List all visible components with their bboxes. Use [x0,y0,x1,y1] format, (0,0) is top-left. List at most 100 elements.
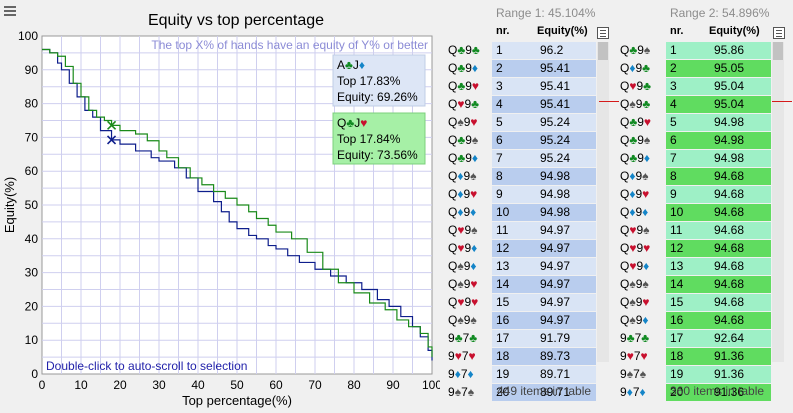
equity-cell: 94.97 [534,276,596,293]
table-row[interactable]: Q♣9♠ 6 94.98 [620,132,771,150]
table-row[interactable]: Q♣9♥ 5 94.98 [620,114,771,132]
table-row[interactable]: Q♠9♥ 5 95.24 [448,114,596,132]
table-row[interactable]: Q♥9♦ 13 94.68 [620,258,771,276]
equity-cell: 94.98 [708,132,771,149]
range2-title: Range 2: 54.896% [670,6,770,20]
table-row[interactable]: 9♥7♥ 18 89.73 [448,348,596,366]
tooltip-equity: Equity: 73.56% [337,148,418,162]
y-axis-label: Equity(%) [2,177,17,233]
column-chooser-icon[interactable] [597,27,609,39]
column-chooser-icon[interactable] [773,27,785,39]
y-tick-label: 40 [25,232,39,246]
table-row[interactable]: Q♠9♥ 14 94.97 [448,276,596,294]
x-tick-label: 40 [191,378,205,392]
table-row[interactable]: Q♠9♥ 15 94.68 [620,294,771,312]
table-row[interactable]: Q♦9♦ 10 94.98 [448,204,596,222]
nr-cell: 3 [666,78,708,95]
table-row[interactable]: 9♠7♠ 20 89.71 [448,384,596,402]
table-row[interactable]: Q♣9♥ 3 95.41 [448,78,596,96]
table-row[interactable]: 9♥7♥ 18 91.36 [620,348,771,366]
menu-icon[interactable] [4,6,16,16]
hand-cell: Q♠9♠ [448,313,477,327]
table-row[interactable]: Q♦9♦ 10 94.68 [620,204,771,222]
selection-markers [106,120,117,145]
table-row[interactable]: Q♠9♦ 13 94.97 [448,258,596,276]
scroll-thumb[interactable] [773,42,783,60]
hand-cell: Q♠9♥ [448,277,478,291]
hand-cell: 9♦7♦ [620,385,646,399]
table-row[interactable]: 9♣7♣ 17 91.79 [448,330,596,348]
equity-cell: 95.24 [534,114,596,131]
hand-cell: Q♦9♥ [448,187,478,201]
range1-scrollbar[interactable] [597,42,609,362]
x-tick-label: 60 [269,378,283,392]
equity-cell: 95.41 [534,78,596,95]
selection-x-mark [107,120,117,130]
nr-cell: 20 [666,384,708,401]
table-row[interactable]: Q♦9♠ 8 94.98 [448,168,596,186]
hand-cell: Q♣9♦ [620,151,651,165]
series-line-2 [42,48,433,358]
table-row[interactable]: Q♥9♥ 12 94.68 [620,240,771,258]
equity-chart[interactable]: Equity vs top percentage The top X% of h… [0,0,440,413]
nr-cell: 18 [666,348,708,365]
table-row[interactable]: Q♥9♠ 11 94.68 [620,222,771,240]
scroll-thumb[interactable] [598,42,608,60]
equity-cell: 94.98 [534,186,596,203]
y-tick-label: 60 [25,164,39,178]
range1-selection-marker [599,101,619,102]
hand-cell: 9♣7♣ [448,331,478,345]
table-row[interactable]: Q♥9♦ 12 94.97 [448,240,596,258]
equity-cell: 96.2 [534,42,596,59]
table-row[interactable]: Q♣9♦ 7 94.98 [620,150,771,168]
table-row[interactable]: Q♥9♥ 15 94.97 [448,294,596,312]
nr-cell: 19 [666,366,708,383]
range1-col-nr[interactable]: nr. [496,25,510,37]
table-row[interactable]: Q♣9♣ 1 96.2 [448,42,596,60]
nr-cell: 11 [492,222,534,239]
table-row[interactable]: Q♦9♣ 2 95.05 [620,60,771,78]
range1-col-equity[interactable]: Equity(%) [537,25,588,37]
table-row[interactable]: Q♥9♣ 4 95.41 [448,96,596,114]
table-row[interactable]: 9♣7♣ 17 92.64 [620,330,771,348]
range2-col-equity[interactable]: Equity(%) [709,25,760,37]
chart-subtitle: The top X% of hands have an equity of Y%… [151,38,428,52]
range2-col-nr[interactable]: nr. [670,25,684,37]
tooltip-top: Top 17.84% [337,132,401,146]
hand-cell: Q♥9♣ [448,97,480,111]
equity-cell: 94.68 [708,204,771,221]
table-row[interactable]: Q♣9♦ 2 95.41 [448,60,596,78]
hand-cell: Q♥9♦ [448,241,478,255]
table-row[interactable]: Q♣9♦ 7 95.24 [448,150,596,168]
table-row[interactable]: Q♥9♠ 11 94.97 [448,222,596,240]
table-row[interactable]: Q♠9♣ 4 95.04 [620,96,771,114]
hand-cell: Q♣9♥ [620,115,652,129]
equity-cell: 95.04 [708,78,771,95]
table-row[interactable]: Q♦9♠ 8 94.68 [620,168,771,186]
y-tick-label: 30 [25,266,39,280]
table-row[interactable]: 9♦7♦ 19 89.71 [448,366,596,384]
table-row[interactable]: Q♠9♠ 16 94.97 [448,312,596,330]
equity-cell: 95.24 [534,132,596,149]
equity-cell: 94.97 [534,240,596,257]
hand-cell: Q♥9♠ [448,223,478,237]
hand-cell: Q♣9♥ [448,79,480,93]
y-tick-label: 10 [25,333,39,347]
table-row[interactable]: Q♦9♥ 9 94.68 [620,186,771,204]
nr-cell: 18 [492,348,534,365]
table-row[interactable]: 9♦7♦ 20 91.36 [620,384,771,402]
equity-cell: 94.97 [534,222,596,239]
table-row[interactable]: Q♣9♠ 6 95.24 [448,132,596,150]
table-row[interactable]: Q♣9♠ 1 95.86 [620,42,771,60]
table-row[interactable]: Q♦9♥ 9 94.98 [448,186,596,204]
hand-cell: Q♥9♠ [620,223,650,237]
hand-cell: Q♠9♠ [620,277,649,291]
table-row[interactable]: 9♠7♠ 19 91.36 [620,366,771,384]
table-row[interactable]: Q♥9♣ 3 95.04 [620,78,771,96]
table-row[interactable]: Q♠9♠ 14 94.68 [620,276,771,294]
nr-cell: 8 [492,168,534,185]
table-row[interactable]: Q♠9♦ 16 94.68 [620,312,771,330]
tooltip-equity: Equity: 69.26% [337,90,418,104]
range2-scrollbar[interactable] [772,42,784,362]
nr-cell: 13 [492,258,534,275]
